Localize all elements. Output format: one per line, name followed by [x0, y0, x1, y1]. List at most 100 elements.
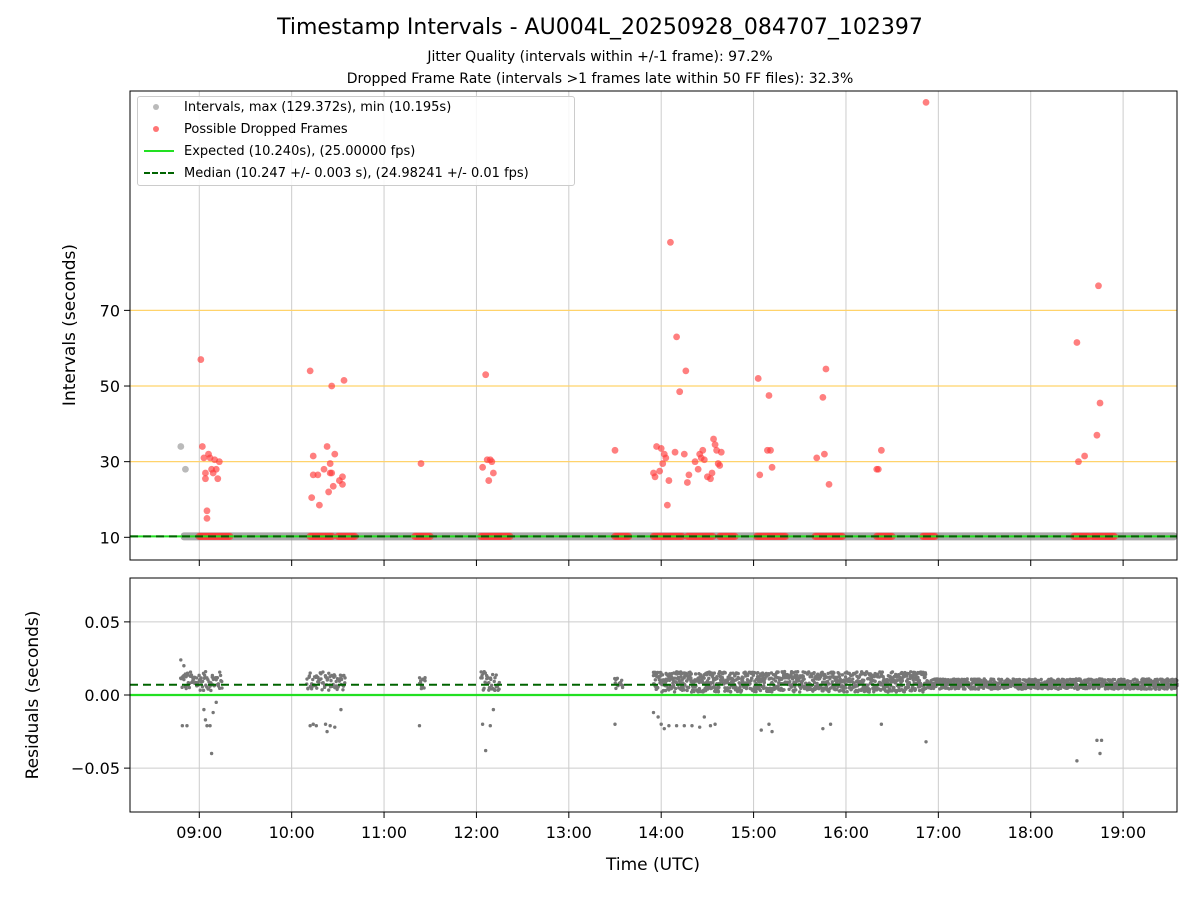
residual-outlier-30: [674, 724, 679, 728]
residual-point-5-379: [758, 688, 763, 693]
residual-point-1-44: [329, 678, 333, 683]
residual-point-5-829: [885, 685, 890, 689]
residual-point-0-18: [188, 670, 193, 674]
residual-point-0-75: [218, 673, 223, 678]
x-tick-label-1100: 11:00: [361, 823, 407, 842]
x-tick-label-1400: 14:00: [638, 823, 684, 842]
residual-point-6-54: [939, 686, 944, 690]
residual-point-5-616: [825, 675, 829, 679]
residual-outlier-3: [185, 724, 189, 728]
dropped-point-35: [479, 463, 486, 471]
intervals-ytick-label-10: 10: [100, 528, 120, 547]
residual-point-1-67: [341, 688, 345, 692]
residual-point-5-35: [660, 673, 665, 677]
residual-point-5-767: [867, 690, 871, 694]
residual-point-5-274: [728, 690, 733, 694]
residual-point-5-392: [762, 684, 766, 688]
residual-point-6-92: [949, 686, 954, 690]
residual-point-5-216: [712, 671, 717, 675]
legend-item-median: Median (10.247 +/- 0.003 s), (24.98241 +…: [138, 163, 529, 183]
residual-outlier-1: [182, 664, 186, 668]
dropped-point-60: [685, 471, 693, 479]
residual-point-6-517: [1069, 685, 1074, 689]
residual-point-0-47: [203, 669, 208, 674]
residual-point-1-41: [327, 688, 331, 692]
residual-point-5-135: [689, 672, 694, 676]
residual-point-5-395: [762, 681, 766, 685]
residual-point-5-516: [797, 678, 801, 683]
residual-point-5-786: [873, 679, 877, 684]
residual-outlier-27: [659, 722, 663, 726]
dropped-point-54: [671, 448, 679, 456]
residual-point-5-834: [887, 678, 891, 682]
residual-point-6-147: [965, 677, 969, 681]
residual-point-5-571: [812, 671, 816, 675]
residual-point-5-7: [653, 678, 658, 682]
residual-point-5-853: [892, 685, 896, 690]
residual-outlier-16: [328, 724, 332, 728]
dropped-point-65: [699, 446, 707, 454]
residual-point-0-40: [200, 679, 205, 684]
interval-point-0: [177, 443, 185, 450]
dropped-point-44: [651, 473, 659, 481]
jitter-quality-subtitle: Jitter Quality (intervals within +/-1 fr…: [427, 49, 773, 65]
residual-point-5-751: [863, 673, 868, 677]
dropped-point-69: [708, 469, 716, 477]
residual-point-5-847: [890, 670, 895, 674]
residuals-ytick-label-0: −0.05: [71, 759, 120, 778]
residual-point-5-271: [727, 686, 732, 690]
residual-point-5-916: [909, 689, 914, 693]
legend-item-expected: Expected (10.240s), (25.00000 fps): [138, 141, 415, 161]
residual-point-5-227: [715, 676, 719, 681]
residual-point-3-15: [487, 681, 491, 685]
residual-point-0-68: [215, 676, 220, 680]
residual-point-5-623: [827, 682, 831, 686]
residual-point-5-599: [820, 670, 824, 675]
residual-point-6-400: [1036, 678, 1041, 683]
residual-point-6-784: [1145, 687, 1149, 691]
residual-point-5-521: [798, 690, 802, 694]
residual-point-5-483: [788, 680, 792, 684]
residuals-ytick-label-2: 0.05: [84, 613, 120, 632]
residual-point-5-343: [748, 682, 752, 686]
residual-point-5-669: [840, 673, 845, 677]
x-tick-label-1600: 16:00: [823, 823, 869, 842]
intervals-marker-icon: [153, 104, 159, 110]
dropped-point-70: [710, 435, 717, 443]
residual-point-5-950: [919, 684, 923, 688]
residual-point-5-467: [782, 669, 787, 674]
residual-point-5-658: [837, 672, 841, 676]
x-tick-label-0900: 09:00: [176, 823, 222, 842]
intervals-points: [177, 98, 1118, 540]
residual-point-5-359: [752, 670, 757, 675]
dropped-point-79: [765, 392, 773, 399]
residual-point-3-34: [497, 680, 502, 685]
residual-point-5-628: [828, 675, 833, 679]
dropped-point-26: [328, 469, 336, 477]
residual-outlier-43: [924, 740, 928, 744]
legend-item-dropped: Possible Dropped Frames: [138, 119, 348, 139]
residual-point-5-182: [702, 676, 706, 680]
x-tick-label-1200: 12:00: [453, 823, 499, 842]
dropped-point-51: [663, 501, 671, 509]
residual-point-0-31: [194, 676, 199, 680]
x-tick-label-1000: 10:00: [269, 823, 315, 842]
residual-outlier-26: [656, 715, 660, 719]
residual-point-6-29: [931, 686, 936, 691]
dropped-point-53: [667, 238, 674, 246]
residual-point-5-433: [773, 679, 778, 683]
residual-point-1-65: [339, 677, 344, 682]
intervals-y-label: Intervals (seconds): [60, 244, 80, 406]
dropped-point-95: [1095, 282, 1102, 290]
residual-point-5-416: [768, 686, 772, 690]
x-tick-label-1800: 18:00: [1008, 823, 1054, 842]
residual-point-5-688: [845, 690, 849, 694]
residual-outlier-15: [325, 729, 329, 734]
residual-point-6-634: [1103, 678, 1107, 682]
residual-point-3-26: [493, 676, 497, 680]
residual-point-5-42: [663, 688, 668, 693]
dropped-point-74: [716, 462, 724, 469]
dropped-point-23: [325, 488, 333, 496]
residual-point-3-24: [492, 679, 496, 684]
